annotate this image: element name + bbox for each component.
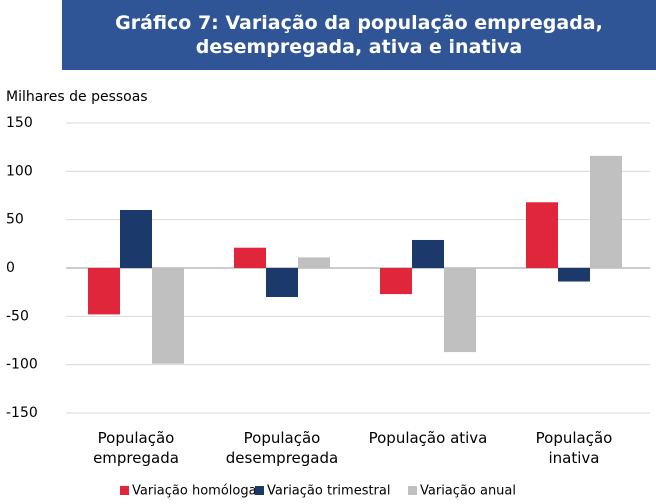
bar	[298, 257, 330, 268]
legend-swatch	[120, 486, 129, 495]
bar	[526, 202, 558, 268]
legend-label: Variação homóloga	[132, 484, 257, 499]
bar	[412, 239, 444, 268]
y-axis-label: Milhares de pessoas	[6, 89, 148, 105]
y-tick-label: -150	[6, 405, 38, 421]
chart-title: Gráfico 7: Variação da população emprega…	[62, 0, 656, 70]
y-tick-label: -100	[6, 357, 38, 373]
bar	[88, 268, 120, 315]
bar	[266, 268, 298, 297]
y-tick-label: 50	[6, 212, 24, 228]
legend-swatch	[408, 486, 417, 495]
bar	[444, 268, 476, 353]
legend-label: Variação trimestral	[267, 484, 390, 499]
bar	[590, 155, 622, 268]
legend-label: Variação anual	[420, 484, 516, 499]
bar	[380, 268, 412, 295]
x-tick-label: População empregada	[93, 429, 179, 467]
x-tick-label: População inativa	[535, 429, 613, 467]
x-tick-label: População ativa	[368, 429, 488, 447]
bar	[558, 268, 590, 282]
legend-swatch	[255, 486, 264, 495]
bar	[152, 268, 184, 364]
y-tick-label: 150	[6, 115, 33, 131]
bar	[234, 247, 266, 268]
y-tick-label: 100	[6, 163, 33, 179]
x-tick-label: População desempregada	[225, 429, 339, 467]
y-tick-label: 0	[6, 260, 15, 276]
bar	[120, 210, 152, 268]
y-tick-label: -50	[6, 308, 29, 324]
